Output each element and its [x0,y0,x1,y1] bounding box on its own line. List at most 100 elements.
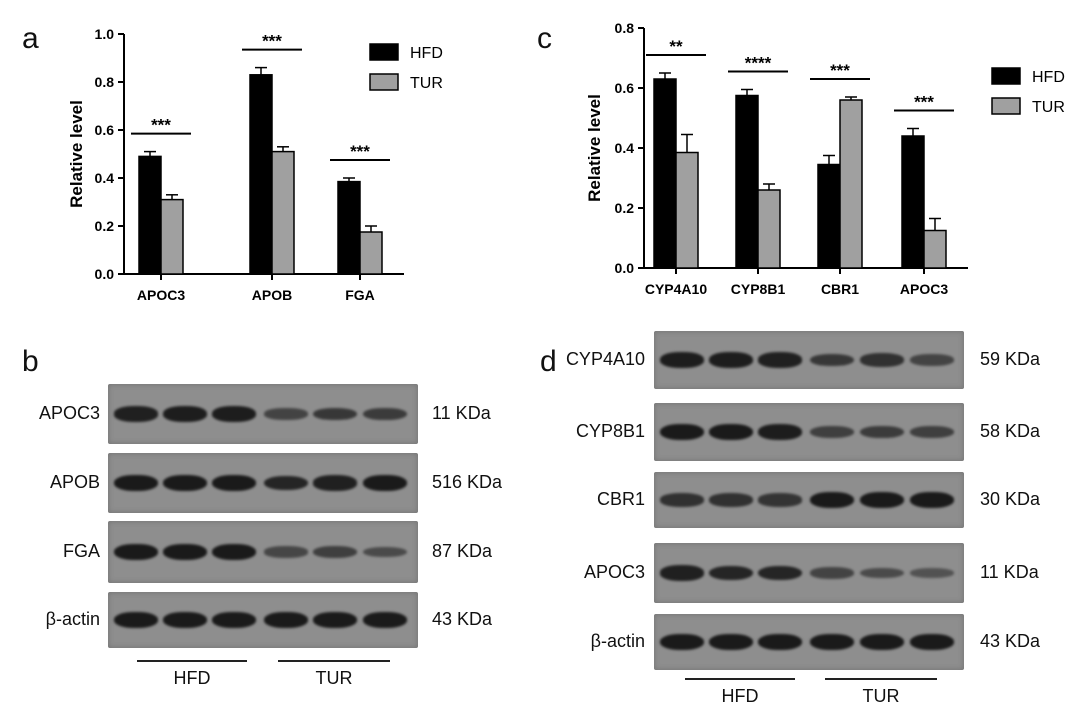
significance-label: *** [262,32,282,51]
panel-label-c: c [537,22,552,55]
bar-hfd [901,135,925,269]
blot-band [709,352,753,368]
blot-band [114,406,158,422]
blot-band [313,475,357,491]
blot-band [860,492,904,508]
legend-label-hfd: HFD [1032,69,1065,86]
blot-band [860,634,904,650]
legend-label-tur: TUR [410,75,443,92]
blot-band [860,425,904,439]
blot-band [660,565,704,581]
significance-label: **** [745,54,772,73]
group-line-tur [278,660,390,662]
y-tick-label: 0.2 [95,218,115,234]
blot-row-label: CYP4A10 [565,349,645,369]
x-tick-label: CBR1 [821,281,859,297]
legend-label-tur: TUR [1032,99,1065,116]
blot-row-label: APOC3 [38,403,100,423]
blot-row-label: β-actin [45,609,100,629]
blot-band [363,475,407,491]
legend-swatch-hfd [369,43,399,61]
blot-band [163,612,207,628]
molecular-weight-label: 43 KDa [980,631,1041,651]
blot-band [758,565,802,581]
blot-strip [108,453,418,513]
blot-band [660,424,704,440]
blot-band [709,493,753,507]
blot-band [163,544,207,560]
y-tick-label: 0.2 [615,200,635,216]
legend-swatch-tur [369,73,399,91]
blot-band [363,612,407,628]
y-tick-label: 0.6 [615,80,635,96]
group-line-hfd [137,660,247,662]
blot-band [810,634,854,650]
blot-band [313,546,357,558]
blot-band [910,354,954,366]
blot-band [264,546,308,558]
y-tick-label: 0.0 [615,260,635,276]
group-label-hfd: HFD [721,686,759,706]
bar-hfd [138,155,162,275]
panel-label-d: d [540,345,557,378]
blot-row-label: APOC3 [583,562,645,582]
significance-label: *** [151,116,171,135]
bar-chart-c: 0.0 0.2 0.4 0.6 0.8 Relative level CYP4A10 ** CY… [585,20,1065,297]
bar-hfd [735,94,759,269]
blot-band [860,353,904,367]
y-tick-label: 0.8 [615,20,635,36]
blot-band [163,406,207,422]
group-label-tur: TUR [862,686,900,706]
y-tick-label: 0.8 [95,74,115,90]
blot-strip [108,384,418,444]
blot-row-label: CBR1 [596,489,645,509]
molecular-weight-label: 43 KDa [432,609,493,629]
blot-band [810,353,854,367]
blot-row-label: APOB [49,472,100,492]
blot-band [660,493,704,507]
blot-band [212,475,256,491]
molecular-weight-label: 30 KDa [980,489,1041,509]
blot-row-label: CYP8B1 [575,421,645,441]
blot-strip [654,543,964,603]
y-tick-label: 0.4 [95,170,115,186]
blot-strip [108,521,418,583]
blot-band [810,567,854,579]
group-line-hfd [685,678,795,680]
blot-strip [654,472,964,528]
blot-band [313,612,357,628]
group-label-tur: TUR [315,668,353,688]
bar-chart-a: 0.0 0.2 0.4 0.6 0.8 1.0 Relative level APOC3 ***… [67,26,443,303]
molecular-weight-label: 58 KDa [980,421,1041,441]
blot-band [264,408,308,420]
blot-band [114,612,158,628]
group-label-hfd: HFD [173,668,211,688]
blot-row-label: FGA [62,541,100,561]
bar-tur [839,99,863,269]
blot-band [212,612,256,628]
molecular-weight-label: 11 KDa [980,562,1039,582]
blot-band [212,406,256,422]
group-line-tur [825,678,937,680]
y-tick-label: 1.0 [95,26,115,42]
blot-band [660,634,704,650]
legend-label-hfd: HFD [410,45,443,62]
bar-tur [271,150,295,275]
panel-label-a: a [22,22,39,55]
x-tick-label: APOC3 [900,281,948,297]
blot-band [758,424,802,440]
significance-label: *** [830,61,850,80]
blot-band [910,492,954,508]
significance-label: ** [669,37,683,56]
blot-band [114,544,158,560]
y-tick-label: 0.0 [95,266,115,282]
bar-hfd [817,163,841,269]
blot-band [212,544,256,560]
y-axis-label: Relative level [67,100,86,208]
blot-row-label: β-actin [590,631,645,651]
blot-band [709,424,753,440]
molecular-weight-label: 59 KDa [980,349,1041,369]
blot-band [910,634,954,650]
blot-band [910,568,954,578]
blot-band [660,352,704,368]
